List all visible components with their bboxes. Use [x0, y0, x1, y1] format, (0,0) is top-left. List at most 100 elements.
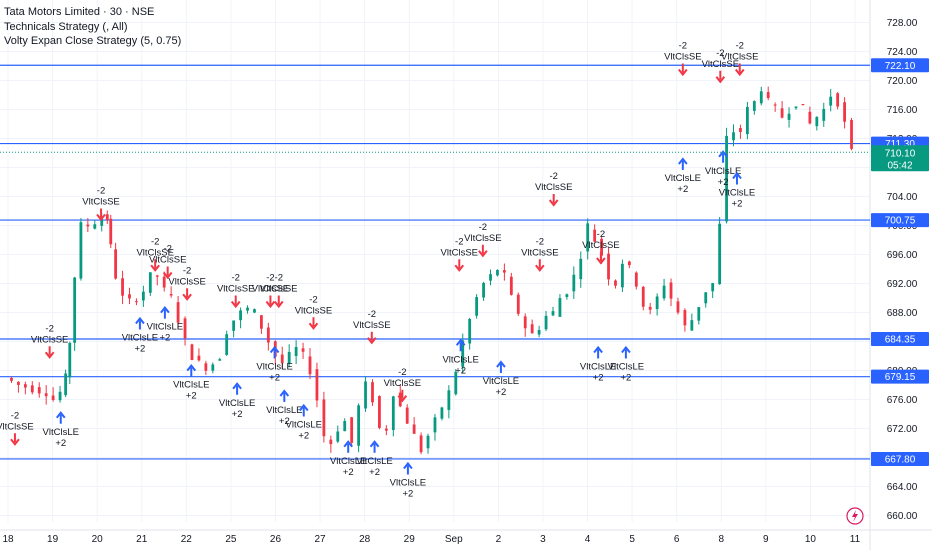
signal-qty: +2 [159, 333, 170, 344]
candle-body [593, 229, 597, 242]
short-arrow-head [10, 438, 20, 446]
long-entry-signal: VltClsLE+2 [390, 461, 426, 500]
signal-qty: -2 [275, 273, 283, 284]
short-arrow-head [478, 250, 488, 258]
candle [745, 101, 749, 140]
candle [68, 341, 72, 385]
signal-qty: +2 [496, 387, 507, 398]
candle [496, 269, 499, 277]
candle-body [572, 274, 576, 292]
candle-body [169, 294, 173, 296]
long-entry-signal: VltClsLE+2 [665, 157, 701, 195]
candle-body [384, 428, 388, 431]
long-arrow-head [343, 440, 353, 448]
long-arrow-head [269, 345, 280, 354]
candle [676, 297, 680, 315]
candle-body [357, 405, 361, 446]
signal-name: VltClsSE [149, 255, 186, 266]
candle-body [558, 298, 562, 317]
candle-body [690, 320, 694, 331]
x-tick-label: Sep [445, 534, 463, 545]
candle-body [315, 369, 319, 401]
signal-qty: -2 [183, 265, 191, 276]
signal-name: VltClsLE [122, 333, 158, 344]
long-arrow-head [621, 345, 631, 354]
candle [260, 314, 263, 334]
signal-name: VltClsSE [702, 59, 739, 70]
signal-name: VltClsLE [286, 420, 322, 431]
candle-body [745, 106, 749, 135]
x-tick-label: 25 [225, 534, 237, 545]
candle [648, 302, 652, 315]
level-badge-label: 700.75 [885, 216, 916, 227]
candle [537, 325, 541, 338]
signal-name: VltClsLE [665, 173, 701, 184]
signal-qty: -2 [549, 171, 557, 182]
candle-body [551, 311, 555, 316]
signal-name: VltClsLE [356, 456, 392, 467]
y-tick-label: 704.00 [887, 192, 918, 203]
signal-name: VltClsSE [535, 182, 572, 193]
candle-body [105, 214, 109, 220]
signal-name: VltClsLE [608, 362, 644, 373]
candle [79, 218, 83, 281]
candle-body [773, 104, 777, 106]
signal-qty: +2 [279, 416, 290, 427]
short-arrow-head [715, 76, 726, 84]
x-tick-label: 18 [2, 534, 14, 545]
signal-name: VltClsLE [147, 322, 183, 333]
short-arrow-head [44, 351, 55, 359]
candle [586, 218, 590, 260]
short-arrow-head [734, 68, 745, 77]
candle [141, 285, 145, 307]
candle-body [86, 224, 90, 227]
candle-body [266, 327, 270, 343]
candle-body [502, 270, 506, 273]
signal-qty: -2 [151, 236, 159, 247]
long-arrow-head [279, 389, 290, 397]
candle-body [766, 92, 770, 99]
candle-body [843, 102, 846, 122]
short-arrow-head [678, 68, 688, 77]
signal-qty: +2 [269, 373, 280, 384]
legend-strategy-technicals: Technicals Strategy (, All) [4, 20, 128, 33]
long-entry-signal: VltClsLE+2 [442, 338, 479, 376]
candle [607, 247, 610, 286]
candle [322, 391, 326, 443]
long-entry-signal: VltClsLE+2 [173, 364, 210, 402]
level-badge-label: 711.30 [885, 139, 915, 150]
signal-name: VltClsSE [664, 52, 701, 63]
candle-body [565, 294, 569, 297]
short-arrow-head [182, 293, 192, 301]
signal-name: VltClsLE [719, 188, 755, 199]
candle-body [301, 348, 305, 352]
short-arrow-head [535, 264, 545, 272]
candle [780, 101, 784, 119]
signal-name: VltClsLE [173, 380, 209, 391]
signal-qty: +2 [732, 199, 743, 210]
long-arrow-head [135, 316, 145, 325]
last-price-label: 710.10 [885, 148, 916, 159]
candle-body [211, 364, 215, 371]
candle-body [829, 96, 833, 106]
candle-body [350, 417, 354, 443]
candle [725, 127, 728, 224]
candle-body [634, 272, 638, 287]
short-arrow-head [230, 300, 241, 309]
candle [169, 286, 173, 298]
candle-body [64, 373, 68, 396]
x-tick-label: 26 [270, 534, 282, 545]
candle [121, 270, 124, 305]
signal-qty: -2 [163, 244, 171, 255]
long-arrow-head [496, 360, 506, 368]
candle [718, 217, 722, 285]
candle [17, 381, 20, 393]
level-badge-label: 722.10 [885, 61, 916, 72]
long-arrow-head [232, 382, 242, 390]
